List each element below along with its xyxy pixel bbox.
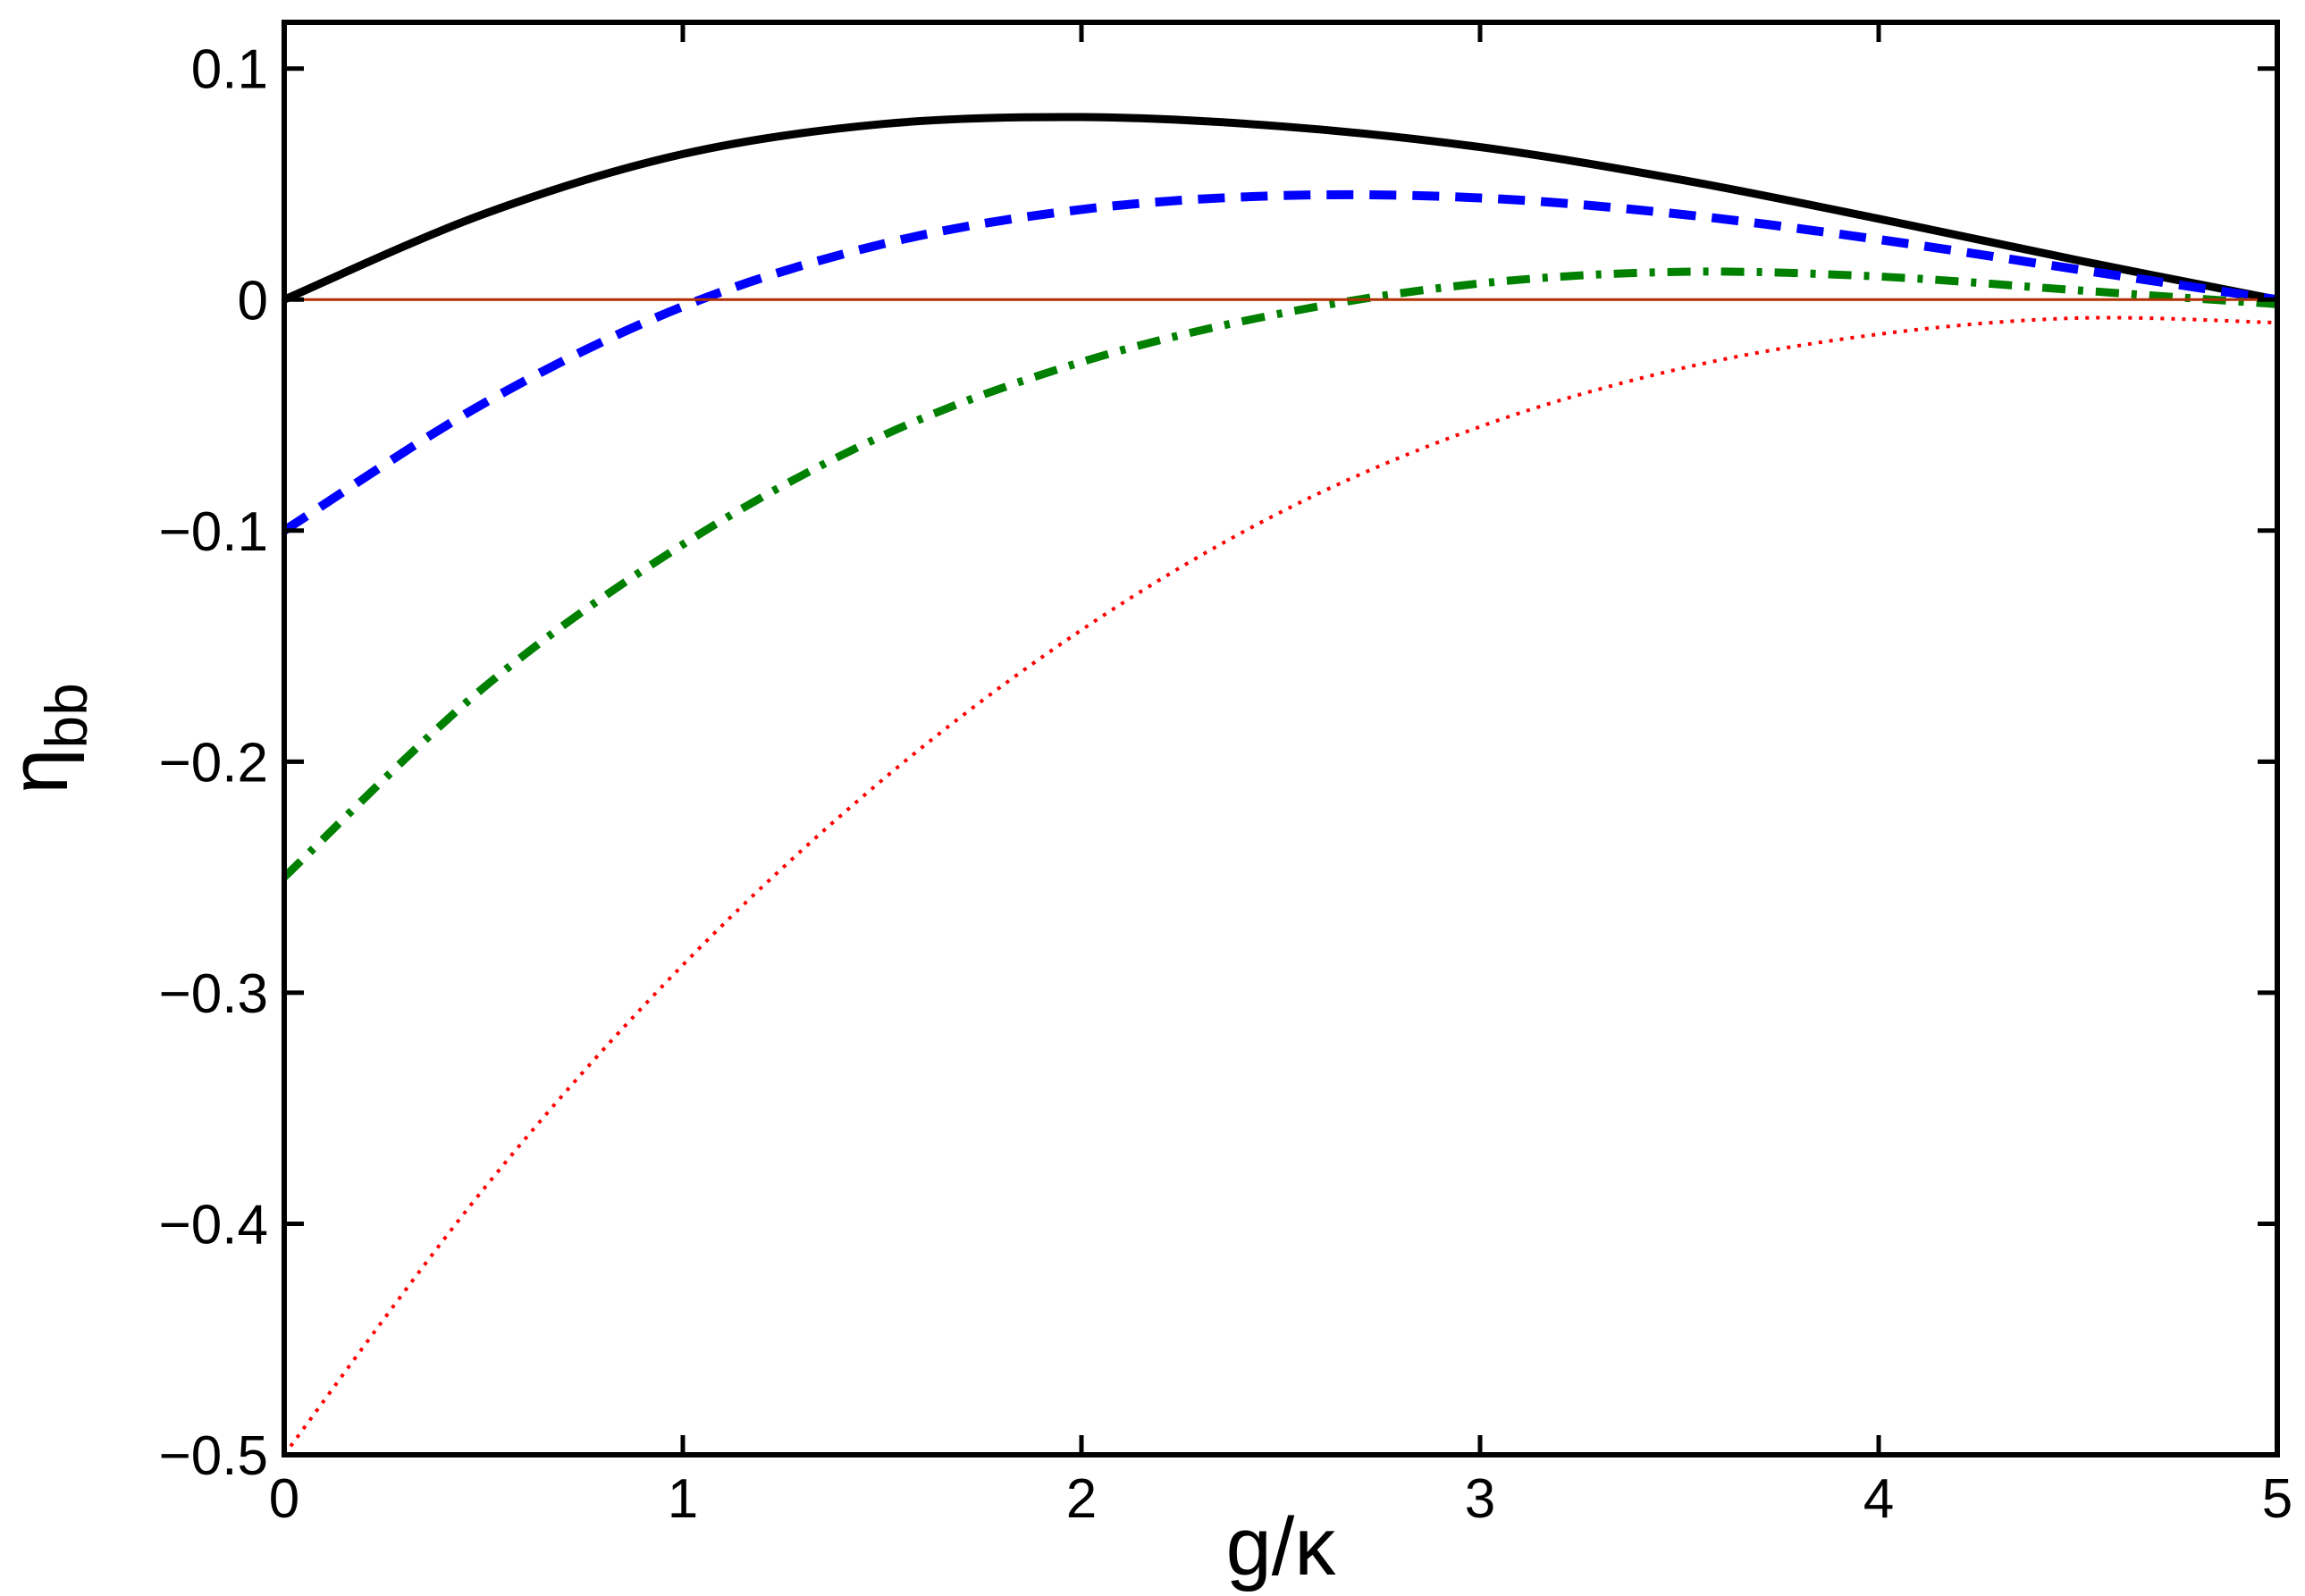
x-tick-label: 4	[1863, 1468, 1894, 1530]
y-axis-label-main: η	[0, 749, 85, 794]
series-line-1	[282, 113, 2278, 304]
y-tick-label: −0.1	[159, 501, 268, 563]
plot-frame	[282, 20, 2280, 1457]
y-tick-label: 0.1	[191, 39, 268, 101]
y-axis-label: ηbb	[0, 683, 99, 794]
x-tick-label: 5	[2262, 1468, 2292, 1530]
x-tick-label: 2	[1066, 1468, 1097, 1530]
x-tick-label: 0	[269, 1468, 299, 1530]
y-tick-label: 0	[238, 270, 268, 332]
y-tick-label: −0.3	[159, 963, 268, 1025]
series-line-3	[281, 267, 2278, 880]
series-layer	[281, 113, 2278, 1457]
y-axis-label-sub: bb	[33, 683, 99, 748]
series-line-2	[282, 189, 2278, 535]
x-axis-label: g/κ	[1226, 1501, 1337, 1592]
x-tick-label: 3	[1465, 1468, 1495, 1530]
y-tick-label: −0.2	[159, 732, 268, 794]
tick-labels-layer: 0 1 2 3 4 5 −0.5 −0.4 −0.3 −0.2 −0.1 0 0.1	[159, 39, 2293, 1530]
y-tick-label: −0.4	[159, 1194, 268, 1256]
series-line-4	[282, 315, 2278, 1457]
x-tick-label: 1	[668, 1468, 698, 1530]
y-tick-label: −0.5	[159, 1425, 268, 1487]
